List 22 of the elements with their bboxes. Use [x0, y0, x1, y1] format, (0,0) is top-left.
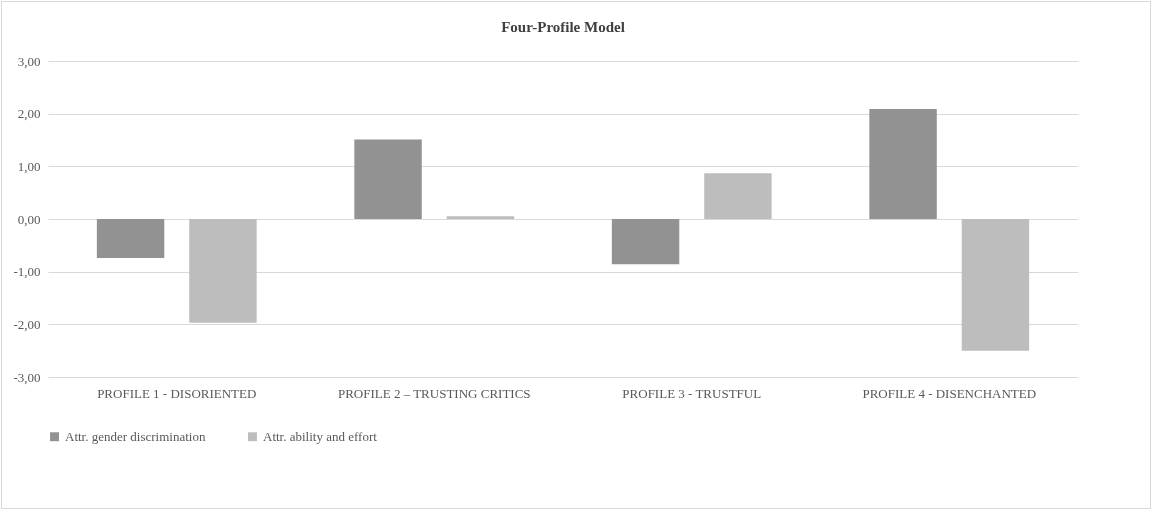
x-tick-label: PROFILE 3 - TRUSTFUL [622, 385, 762, 401]
y-tick-label: 2,00 [17, 106, 41, 122]
x-tick-label: PROFILE 2 – TRUSTING CRITICS [337, 385, 531, 401]
legend-label: Attr. ability and effort [263, 428, 378, 444]
legend-label: Attr. gender discrimination [65, 428, 206, 444]
bar [961, 219, 1030, 351]
bar [611, 219, 680, 265]
y-tick-label: 3,00 [17, 53, 41, 69]
chart-title: Four-Profile Model [501, 19, 625, 35]
bar [96, 219, 165, 258]
bar [704, 173, 772, 219]
bar [869, 108, 937, 219]
y-tick-label: -1,00 [13, 264, 41, 280]
bar [189, 219, 257, 323]
bar [354, 139, 422, 219]
y-tick-label: 1,00 [17, 158, 41, 174]
y-tick-label: -2,00 [13, 316, 41, 332]
x-tick-label: PROFILE 1 - DISORIENTED [97, 385, 257, 401]
x-tick-label: PROFILE 4 - DISENCHANTED [862, 385, 1037, 401]
y-tick-label: 0,00 [17, 211, 41, 227]
bar [446, 216, 515, 219]
y-tick-label: -3,00 [13, 369, 41, 385]
